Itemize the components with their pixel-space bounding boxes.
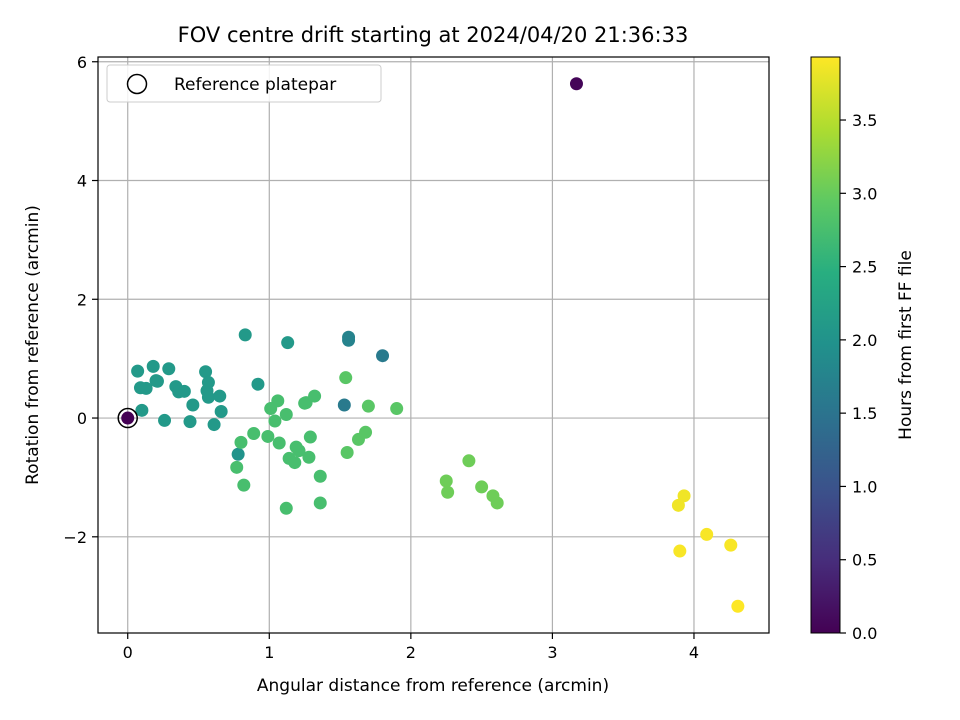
data-point: [271, 394, 285, 408]
data-point: [237, 478, 251, 492]
data-point: [673, 544, 687, 558]
data-point: [135, 403, 149, 417]
reference-platepar-point: [117, 407, 138, 429]
data-point: [131, 364, 145, 378]
y-tick-label: 6: [77, 53, 87, 72]
data-point: [337, 398, 351, 412]
legend-entry-reference: Reference platepar: [174, 75, 336, 95]
data-point: [279, 501, 293, 515]
colorbar-gradient: [811, 57, 840, 633]
data-point: [158, 413, 172, 427]
data-point: [671, 498, 685, 512]
data-point: [313, 496, 327, 510]
data-point: [199, 365, 213, 379]
colorbar-ticks: 0.0 0.5 1.0 1.5 2.0 2.5 3.0 3.5: [840, 111, 877, 643]
data-point: [490, 496, 504, 510]
data-point: [268, 414, 282, 428]
data-point: [201, 375, 215, 389]
y-axis-label: Rotation from reference (arcmin): [23, 205, 43, 485]
colorbar-tick-label: 2.0: [852, 331, 877, 350]
reference-marker: [117, 407, 138, 429]
legend-reference-marker: [126, 73, 148, 95]
colorbar: 0.0 0.5 1.0 1.5 2.0 2.5 3.0 3.5 Hours from firs…: [810, 56, 916, 643]
y-axis-ticks: −2 0 2 4 6: [63, 53, 98, 547]
y-tick-label: 0: [77, 409, 87, 428]
data-point: [214, 405, 228, 419]
data-point: [303, 430, 317, 444]
data-point: [340, 445, 354, 459]
data-point: [139, 381, 153, 395]
data-point: [731, 599, 745, 613]
y-tick-label: 4: [77, 172, 87, 191]
plot-frame: [97, 56, 770, 634]
x-tick-label: 3: [547, 643, 557, 662]
data-point: [441, 485, 455, 499]
data-point: [201, 390, 215, 404]
data-point: [177, 384, 191, 398]
data-point: [439, 474, 453, 488]
x-tick-label: 2: [406, 643, 416, 662]
data-point: [186, 398, 200, 412]
data-point: [376, 349, 390, 363]
data-point: [230, 460, 244, 474]
data-point: [238, 328, 252, 342]
data-point: [475, 480, 489, 494]
data-point: [677, 489, 691, 503]
data-point: [183, 415, 197, 429]
chart-title: FOV centre drift starting at 2024/04/20 …: [178, 23, 689, 47]
x-tick-label: 4: [689, 643, 699, 662]
data-point: [724, 538, 738, 552]
colorbar-tick-label: 0.0: [852, 624, 877, 643]
data-point: [281, 336, 295, 350]
colorbar-frame: [810, 56, 841, 634]
data-point: [462, 454, 476, 468]
data-point: [313, 469, 327, 483]
legend-box: [106, 64, 382, 103]
data-point: [308, 389, 322, 403]
data-point: [302, 450, 316, 464]
colorbar-tick-label: 2.5: [852, 258, 877, 277]
data-point: [162, 362, 176, 376]
x-tick-label: 0: [123, 643, 133, 662]
data-point: [207, 418, 221, 432]
data-point: [146, 359, 160, 373]
x-axis-ticks: 0 1 2 3 4: [123, 633, 699, 662]
colorbar-tick-label: 3.5: [852, 111, 877, 130]
colorbar-tick-label: 1.5: [852, 404, 877, 423]
y-tick-label: 2: [77, 290, 87, 309]
x-axis-label: Angular distance from reference (arcmin): [257, 676, 609, 696]
data-point: [361, 399, 375, 413]
legend: Reference platepar: [106, 64, 382, 103]
data-point: [213, 389, 227, 403]
data-point: [272, 436, 286, 450]
data-point: [292, 444, 306, 458]
data-point: [359, 425, 373, 439]
data-points: [121, 77, 745, 613]
colorbar-tick-label: 0.5: [852, 551, 877, 570]
data-point: [234, 435, 248, 449]
colorbar-tick-label: 3.0: [852, 184, 877, 203]
data-point: [569, 77, 583, 91]
data-point: [339, 371, 353, 385]
y-tick-label: −2: [63, 528, 87, 547]
x-tick-label: 1: [264, 643, 274, 662]
data-point: [121, 411, 135, 425]
data-point: [150, 374, 164, 388]
data-point: [279, 407, 293, 421]
data-point: [342, 333, 356, 347]
grid-lines: [98, 57, 769, 633]
colorbar-tick-label: 1.0: [852, 477, 877, 496]
data-point: [251, 377, 265, 391]
data-point: [390, 402, 404, 416]
data-point: [261, 429, 275, 443]
data-point: [231, 447, 245, 461]
colorbar-label: Hours from first FF file: [896, 250, 916, 440]
data-point: [288, 456, 302, 470]
data-point: [700, 527, 714, 541]
data-point: [247, 426, 261, 440]
